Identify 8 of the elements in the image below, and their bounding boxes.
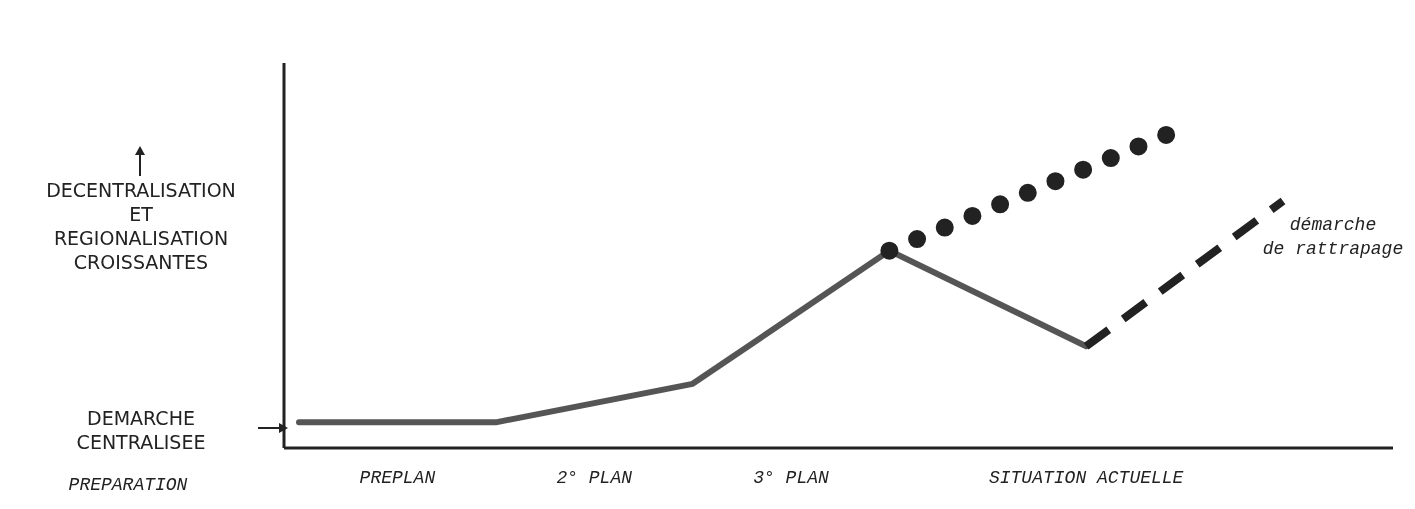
text: DECENTRALISATION ET REGIONALISATION CROISSANTES: [45, 178, 237, 274]
x-tick-label: SITUATION ACTUELLE: [988, 467, 1184, 488]
text: DEMARCHE CENTRALISEE: [75, 406, 207, 454]
annotation: démarche de rattrapage: [1261, 214, 1405, 261]
x-tick-label: 2° PLAN: [556, 467, 633, 488]
text: PREPARATION: [67, 474, 189, 497]
x-tick-label: PREPLAN: [359, 467, 436, 488]
x-tick-label: 3° PLAN: [753, 467, 829, 488]
